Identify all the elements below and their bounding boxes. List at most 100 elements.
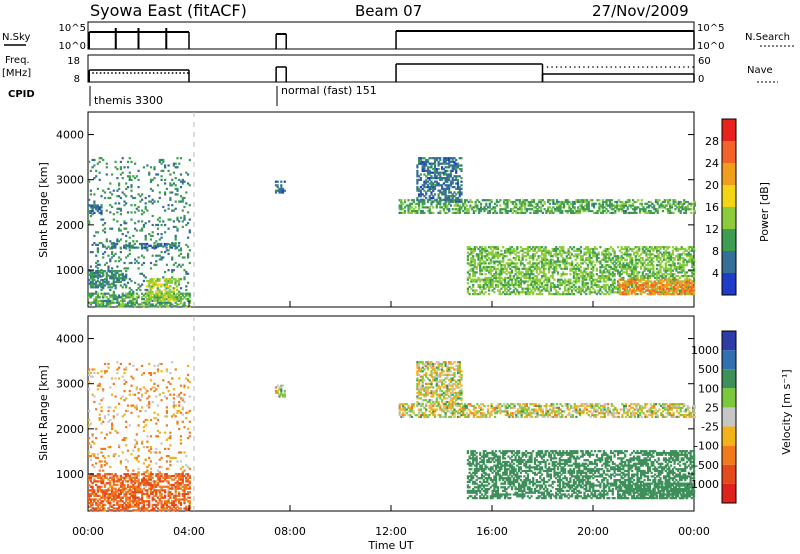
heatmap-cell xyxy=(657,280,660,283)
heatmap-cell xyxy=(580,200,583,204)
heatmap-cell xyxy=(564,251,567,254)
heatmap-cell xyxy=(650,264,653,267)
heatmap-cell xyxy=(146,298,149,301)
heatmap-cell xyxy=(660,293,663,296)
heatmap-cell xyxy=(178,220,181,223)
heatmap-cell xyxy=(477,253,480,256)
heatmap-cell xyxy=(682,262,685,265)
heatmap-cell xyxy=(167,249,170,252)
heatmap-cell xyxy=(126,186,130,189)
heatmap-cell xyxy=(675,246,678,249)
heatmap-cell xyxy=(678,265,682,269)
heatmap-cell xyxy=(533,249,537,252)
heatmap-cell xyxy=(146,418,149,422)
heatmap-cell xyxy=(583,291,586,294)
heatmap-cell xyxy=(142,166,145,169)
heatmap-cell xyxy=(170,294,173,297)
heatmap-cell xyxy=(598,202,601,205)
heatmap-cell xyxy=(188,305,191,308)
heatmap-cell xyxy=(130,375,133,378)
heatmap-cell xyxy=(137,283,140,286)
heatmap-cell xyxy=(654,276,657,279)
heatmap-cell xyxy=(98,402,101,405)
heatmap-cell xyxy=(183,196,186,200)
heatmap-cell xyxy=(673,265,676,269)
heatmap-cell xyxy=(98,208,101,211)
heatmap-cell xyxy=(125,273,128,276)
heatmap-cell xyxy=(172,171,175,174)
heatmap-cell xyxy=(677,271,680,274)
heatmap-cell xyxy=(656,200,659,204)
heatmap-cell xyxy=(514,282,517,285)
heatmap-cell xyxy=(179,157,183,160)
heatmap-cell xyxy=(693,278,696,281)
heatmap-cell xyxy=(102,397,105,400)
heatmap-cell xyxy=(100,218,103,221)
heatmap-cell xyxy=(123,382,126,385)
heatmap-cell xyxy=(172,298,175,301)
heatmap-cell xyxy=(613,269,616,272)
heatmap-cell xyxy=(611,249,614,252)
heatmap-cell xyxy=(493,253,496,256)
heatmap-cell xyxy=(430,196,433,200)
heatmap-cell xyxy=(541,285,544,288)
heatmap-cell xyxy=(458,193,461,196)
heatmap-cell xyxy=(625,258,628,261)
heatmap-cell xyxy=(498,289,501,292)
heatmap-cell xyxy=(123,279,126,282)
heatmap-cell xyxy=(156,218,160,221)
heatmap-cell xyxy=(622,265,625,269)
heatmap-cell xyxy=(562,293,565,296)
heatmap-cell xyxy=(609,246,613,249)
heatmap-cell xyxy=(690,202,693,205)
heatmap-cell xyxy=(668,273,671,276)
heatmap-cell xyxy=(659,258,662,261)
heatmap-cell xyxy=(532,287,535,290)
heatmap-cell xyxy=(602,293,605,296)
heatmap-cell xyxy=(690,287,693,290)
heatmap-cell xyxy=(149,294,152,297)
heatmap-cell xyxy=(489,246,492,249)
heatmap-cell xyxy=(421,169,424,172)
heatmap-cell xyxy=(635,287,639,290)
heatmap-cell xyxy=(622,247,625,251)
heatmap-cell xyxy=(548,262,551,265)
heatmap-cell xyxy=(172,244,175,247)
heatmap-cell xyxy=(660,204,663,207)
heatmap-cell xyxy=(95,243,98,246)
heatmap-cell xyxy=(519,264,522,267)
heatmap-cell xyxy=(133,246,136,249)
heatmap-cell xyxy=(149,234,153,237)
heatmap-cell xyxy=(571,282,574,285)
heatmap-cell xyxy=(112,284,115,287)
heatmap-cell xyxy=(109,283,112,286)
heatmap-cell xyxy=(488,253,491,256)
heatmap-cell xyxy=(486,278,489,281)
heatmap-cell xyxy=(146,242,149,246)
heatmap-cell xyxy=(581,255,584,258)
heatmap-cell xyxy=(574,271,577,274)
heatmap-cell xyxy=(460,198,463,201)
heatmap-cell xyxy=(646,280,649,283)
heatmap-cell xyxy=(683,208,686,211)
heatmap-cell xyxy=(488,251,491,254)
heatmap-cell xyxy=(547,208,550,211)
heatmap-cell xyxy=(593,204,596,207)
heatmap-cell xyxy=(599,271,602,274)
heatmap-cell xyxy=(514,273,517,276)
heatmap-cell xyxy=(141,193,144,196)
heatmap-cell xyxy=(88,451,91,454)
heatmap-cell xyxy=(643,260,646,263)
heatmap-cell xyxy=(489,284,492,287)
heatmap-cell xyxy=(95,303,98,306)
heatmap-cell xyxy=(128,177,131,180)
heatmap-cell xyxy=(502,264,505,267)
heatmap-cell xyxy=(274,180,278,183)
heatmap-cell xyxy=(625,269,628,272)
heatmap-cell xyxy=(102,229,105,232)
heatmap-cell xyxy=(460,180,463,183)
heatmap-cell xyxy=(544,262,547,265)
heatmap-cell xyxy=(539,278,542,281)
heatmap-cell xyxy=(660,282,663,285)
heatmap-cell xyxy=(89,277,92,280)
